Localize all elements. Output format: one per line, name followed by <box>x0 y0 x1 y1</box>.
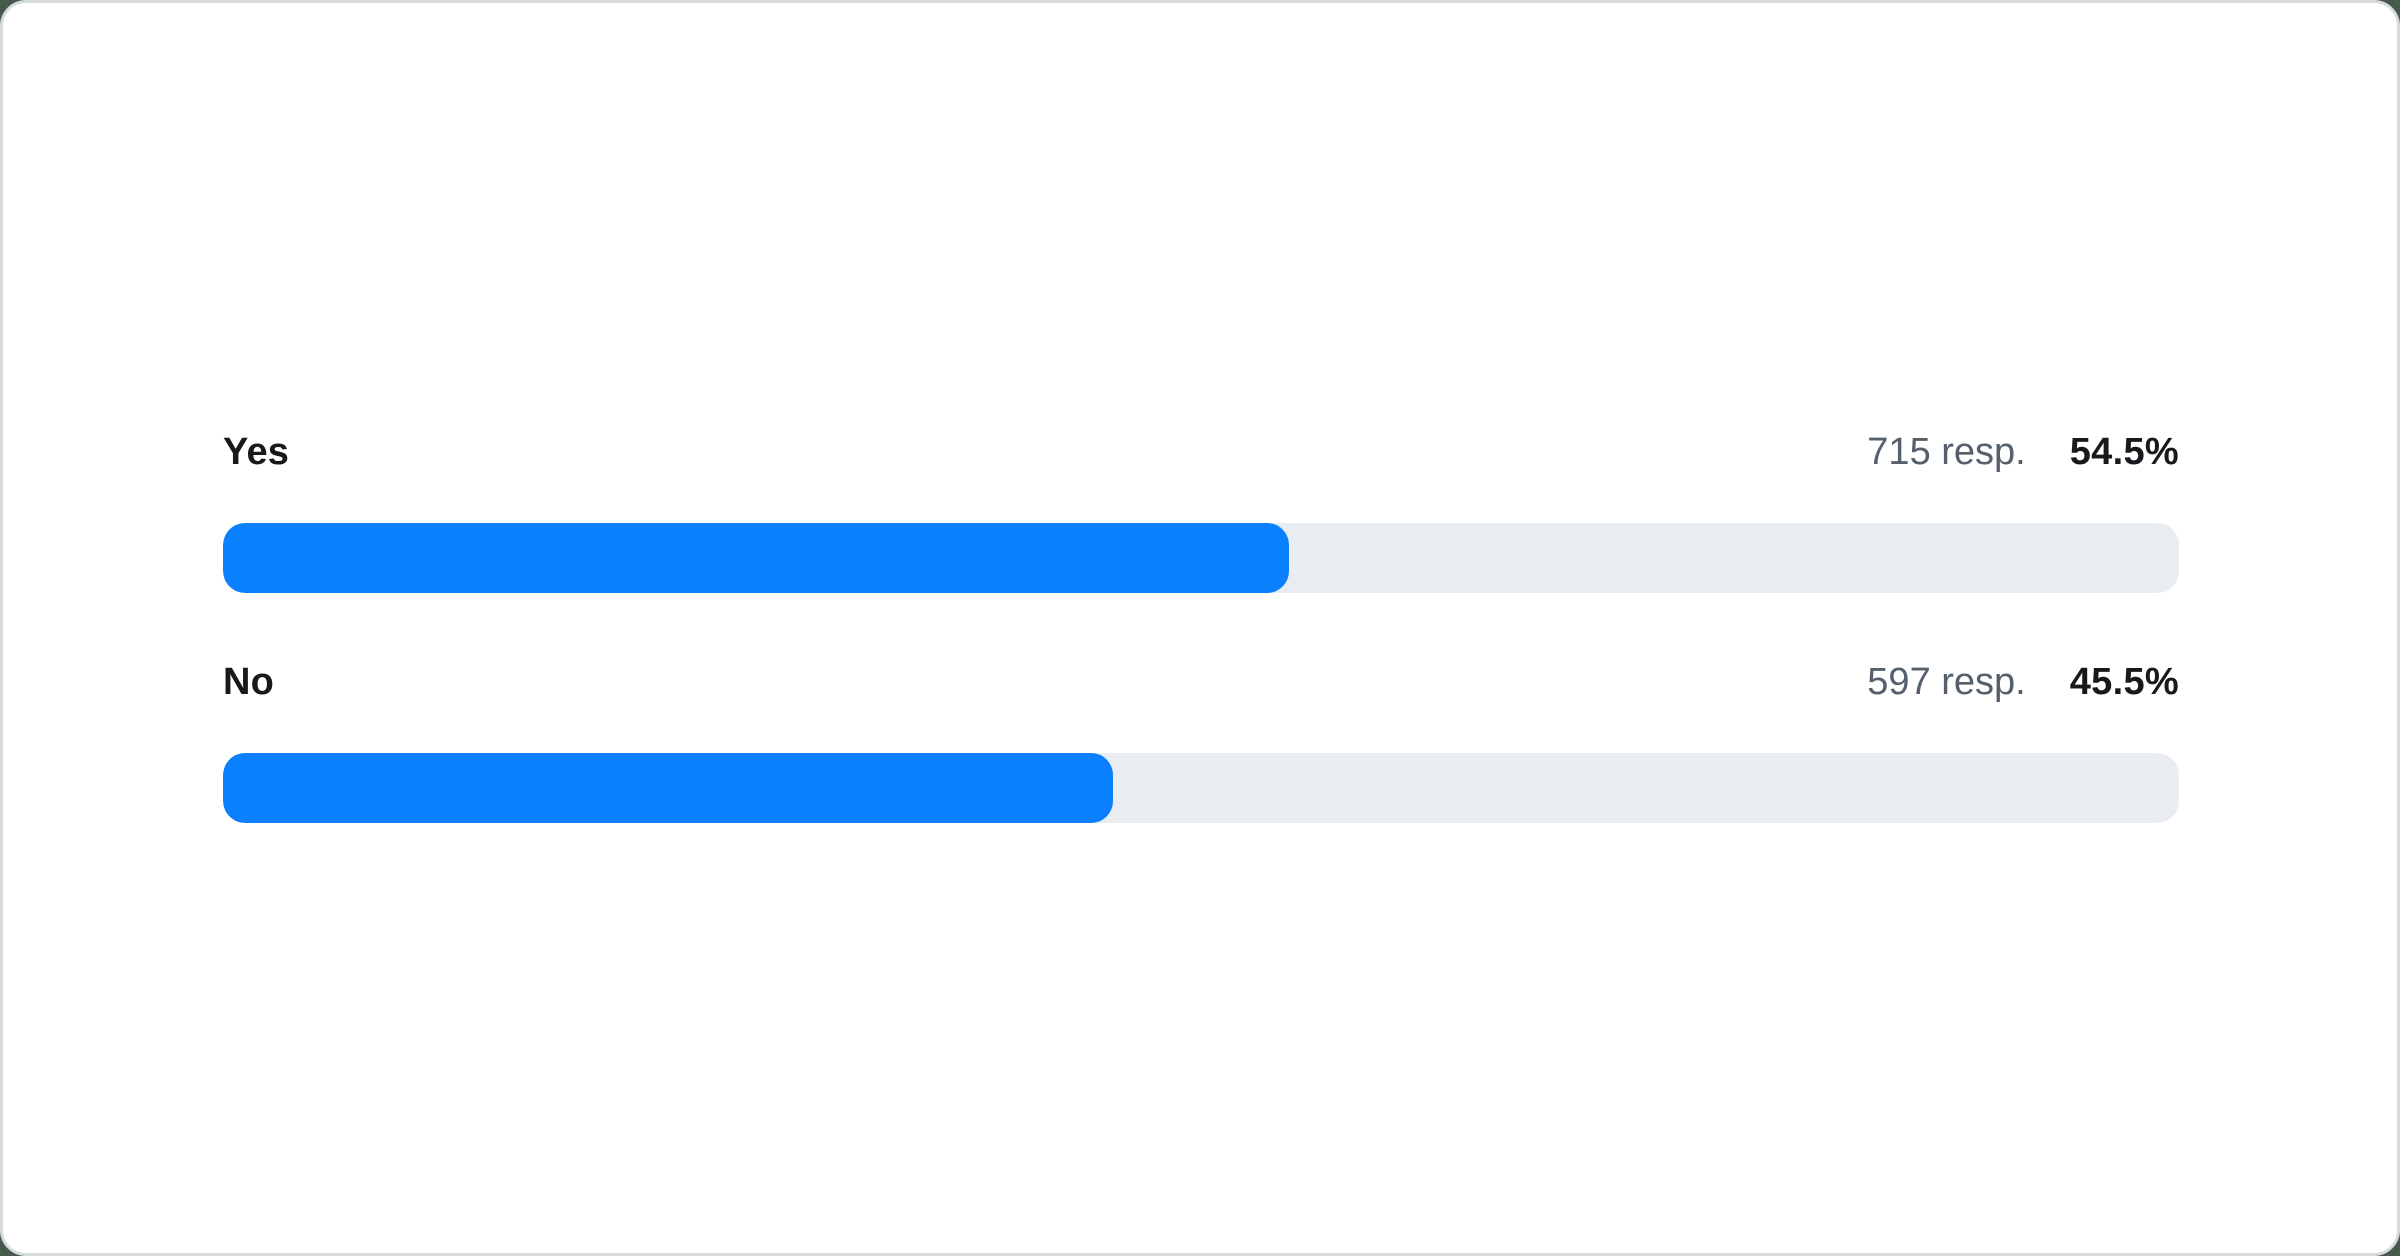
result-bar-fill-no <box>223 753 1113 823</box>
row-header: Yes 715 resp. 54.5% <box>223 433 2179 471</box>
poll-option-row-no: No 597 resp. 45.5% <box>223 663 2179 823</box>
responses-count-no: 597 resp. <box>1867 661 2026 703</box>
option-label-no: No <box>223 661 275 703</box>
result-bar-track-yes <box>223 523 2179 593</box>
option-label-yes: Yes <box>223 431 290 473</box>
poll-option-row-yes: Yes 715 resp. 54.5% <box>223 433 2179 593</box>
percent-value-no: 45.5% <box>2069 661 2179 703</box>
row-stats: 715 resp. 54.5% <box>1867 433 2179 471</box>
responses-count-yes: 715 resp. <box>1867 431 2026 473</box>
row-stats: 597 resp. 45.5% <box>1867 663 2179 701</box>
result-bar-track-no <box>223 753 2179 823</box>
row-header: No 597 resp. 45.5% <box>223 663 2179 701</box>
percent-value-yes: 54.5% <box>2069 431 2179 473</box>
result-bar-fill-yes <box>223 523 1290 593</box>
